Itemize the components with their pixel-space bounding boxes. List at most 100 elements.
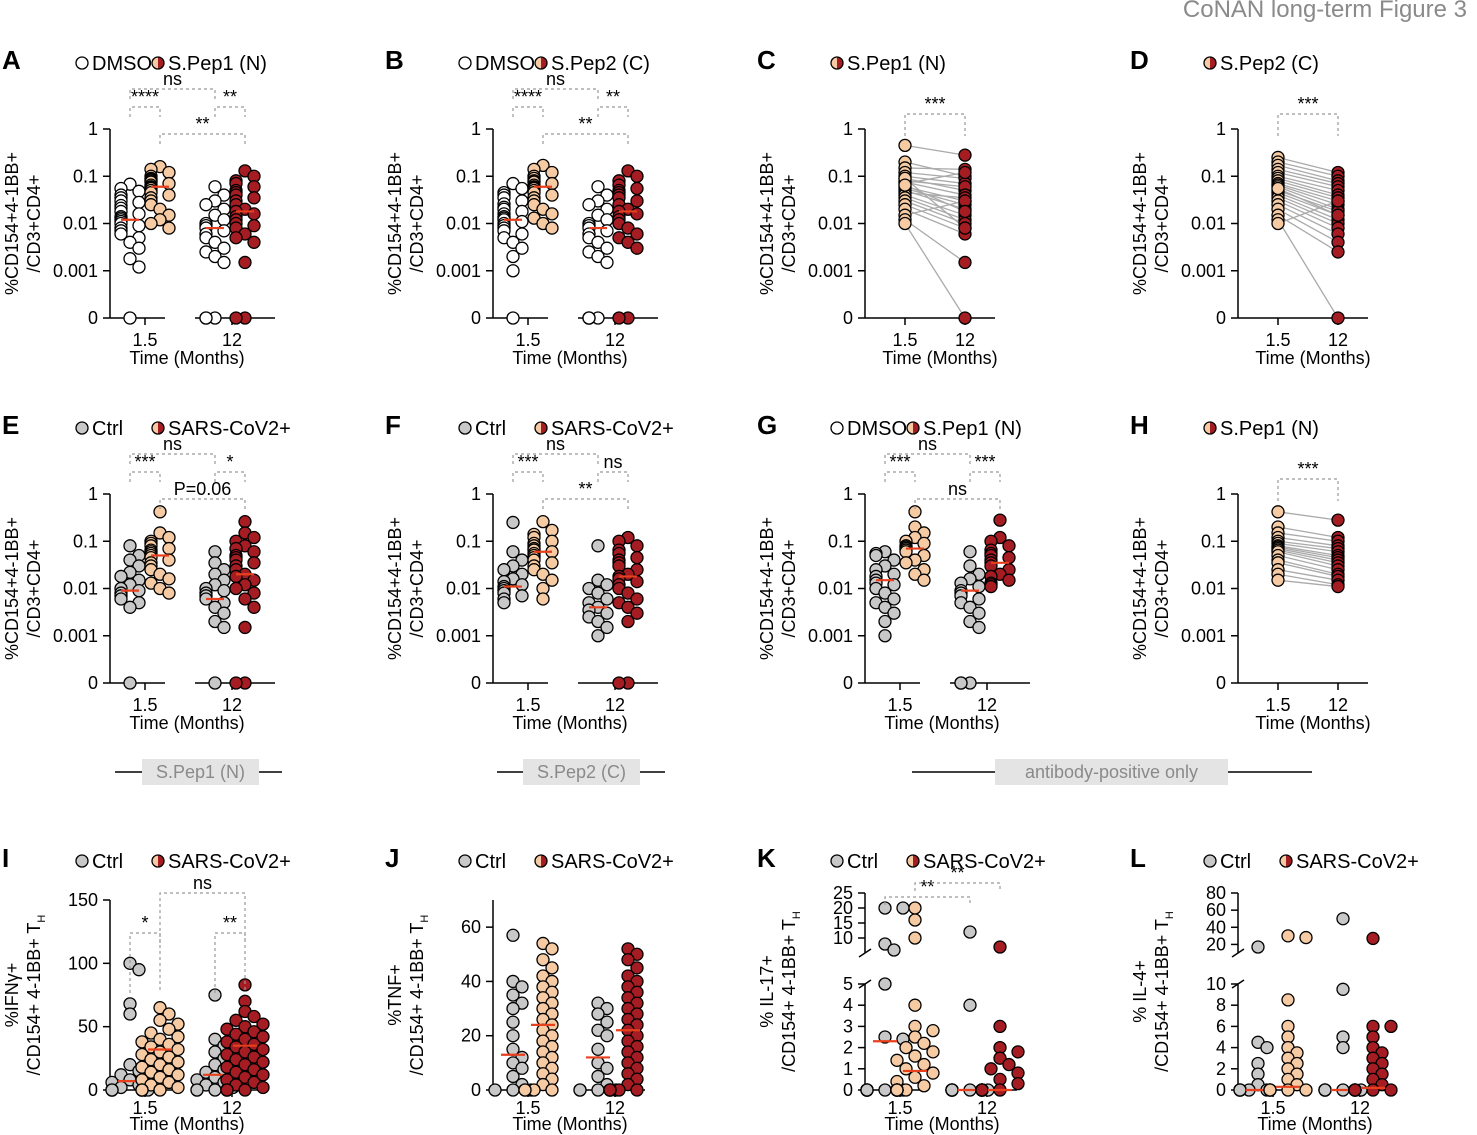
data-point bbox=[1281, 993, 1295, 1007]
y-tick-label: 100 bbox=[68, 953, 98, 973]
pair-line bbox=[1277, 175, 1339, 192]
y-tick-label: 0 bbox=[471, 673, 481, 693]
panel-a: A DMSO S.Pep1 (N) %CD154+4-1BB+/CD3+CD4+ 1 0.… bbox=[2, 45, 275, 368]
legend-marker-early bbox=[534, 56, 542, 70]
data-point bbox=[993, 1051, 1007, 1065]
data-point bbox=[220, 1083, 234, 1097]
y-tick-label: 1 bbox=[471, 119, 481, 139]
data-point bbox=[545, 207, 559, 221]
significance-bracket bbox=[542, 498, 629, 509]
data-point bbox=[612, 676, 626, 690]
y-tick-label: 0.01 bbox=[1191, 214, 1226, 234]
pair-line bbox=[1277, 187, 1339, 216]
data-point bbox=[591, 539, 605, 553]
legend-label: Ctrl bbox=[475, 851, 506, 873]
data-point bbox=[1263, 1083, 1277, 1097]
data-point bbox=[208, 180, 222, 194]
y-axis-label: %CD154+4-1BB+ bbox=[757, 152, 777, 295]
data-point bbox=[600, 255, 614, 270]
data-point bbox=[144, 1026, 158, 1040]
x-tick-label: 12 bbox=[1350, 1098, 1370, 1118]
y-tick-label: 0.1 bbox=[456, 531, 481, 551]
legend-marker-early bbox=[534, 421, 542, 435]
data-point bbox=[887, 578, 901, 592]
data-point bbox=[217, 584, 231, 598]
panel-letter: L bbox=[1130, 843, 1146, 873]
data-point bbox=[1299, 1083, 1313, 1097]
data-point bbox=[199, 311, 213, 325]
significance-label: ns bbox=[603, 452, 622, 472]
pair-line bbox=[1277, 540, 1339, 550]
legend-marker-late bbox=[157, 421, 165, 435]
y-axis-label: /CD3+CD4+ bbox=[779, 174, 799, 272]
pair-line bbox=[904, 171, 966, 180]
y-tick-label: 5 bbox=[843, 974, 853, 994]
data-point bbox=[518, 1083, 532, 1097]
data-point bbox=[247, 556, 261, 570]
data-point bbox=[1002, 539, 1016, 553]
data-point bbox=[208, 676, 222, 690]
x-axis-label: Time (Months) bbox=[512, 348, 627, 368]
data-point bbox=[506, 264, 520, 278]
legend-label: S.Pep1 (N) bbox=[168, 53, 267, 75]
data-point bbox=[132, 207, 146, 221]
pair-line bbox=[904, 184, 966, 213]
legend-marker-early bbox=[830, 56, 838, 70]
pair-line bbox=[1277, 545, 1339, 557]
y-tick-label: 0.001 bbox=[808, 626, 853, 646]
data-point-early bbox=[898, 178, 912, 192]
data-point bbox=[878, 977, 892, 991]
pair-line bbox=[1277, 189, 1339, 213]
data-point bbox=[114, 227, 128, 241]
data-point bbox=[630, 181, 644, 196]
data-point bbox=[536, 953, 550, 967]
y-tick-label: 20 bbox=[461, 1026, 481, 1046]
data-point bbox=[600, 620, 614, 635]
data-point bbox=[887, 943, 901, 957]
data-point bbox=[603, 1083, 617, 1097]
significance-label: *** bbox=[517, 452, 538, 472]
data-point bbox=[1336, 912, 1350, 926]
significance-bracket bbox=[512, 106, 544, 117]
legend-marker-early bbox=[1203, 421, 1211, 435]
legend-marker-late bbox=[1209, 421, 1217, 435]
data-point bbox=[545, 942, 559, 956]
data-point bbox=[162, 221, 176, 235]
y-axis-label-subscript: H bbox=[791, 911, 803, 919]
data-point bbox=[229, 231, 243, 245]
panel-letter: A bbox=[2, 45, 21, 75]
data-point bbox=[926, 1045, 940, 1059]
legend-marker bbox=[75, 56, 89, 70]
y-tick-label: 0 bbox=[843, 673, 853, 693]
pair-line bbox=[904, 204, 966, 229]
data-point bbox=[217, 620, 231, 635]
data-point bbox=[545, 221, 559, 235]
pair-line bbox=[904, 191, 966, 199]
y-axis-label: /CD154+ 4-1BB+ TH bbox=[24, 915, 48, 1076]
data-point bbox=[123, 600, 137, 614]
data-point bbox=[591, 1007, 605, 1021]
significance-label: *** bbox=[974, 452, 995, 472]
y-tick-label: 0 bbox=[88, 308, 98, 328]
panel-letter: D bbox=[1130, 45, 1149, 75]
pair-line bbox=[904, 177, 966, 192]
x-axis-label: Time (Months) bbox=[1255, 348, 1370, 368]
significance-label: ** bbox=[223, 913, 237, 933]
y-tick-label: 0.01 bbox=[446, 214, 481, 234]
legend-label: SARS-CoV2+ bbox=[551, 851, 674, 873]
x-tick-label: 1.5 bbox=[1265, 330, 1290, 350]
pair-line bbox=[1277, 182, 1339, 202]
data-point bbox=[878, 1030, 892, 1044]
pair-line bbox=[1277, 526, 1339, 539]
pair-line bbox=[904, 167, 966, 170]
pair-line bbox=[1277, 156, 1339, 174]
y-tick-label: 0.01 bbox=[63, 579, 98, 599]
pair-line bbox=[904, 144, 966, 156]
y-tick-label: 4 bbox=[1216, 1038, 1226, 1058]
data-point bbox=[1336, 1040, 1350, 1055]
pair-line bbox=[1277, 161, 1339, 177]
y-axis-label: %CD154+4-1BB+ bbox=[1130, 517, 1150, 660]
data-point bbox=[890, 1083, 904, 1097]
data-point bbox=[582, 198, 596, 212]
panel-e: E Ctrl SARS-CoV2+ %CD154+4-1BB+/CD3+CD4+ 1 0.… bbox=[2, 410, 291, 733]
